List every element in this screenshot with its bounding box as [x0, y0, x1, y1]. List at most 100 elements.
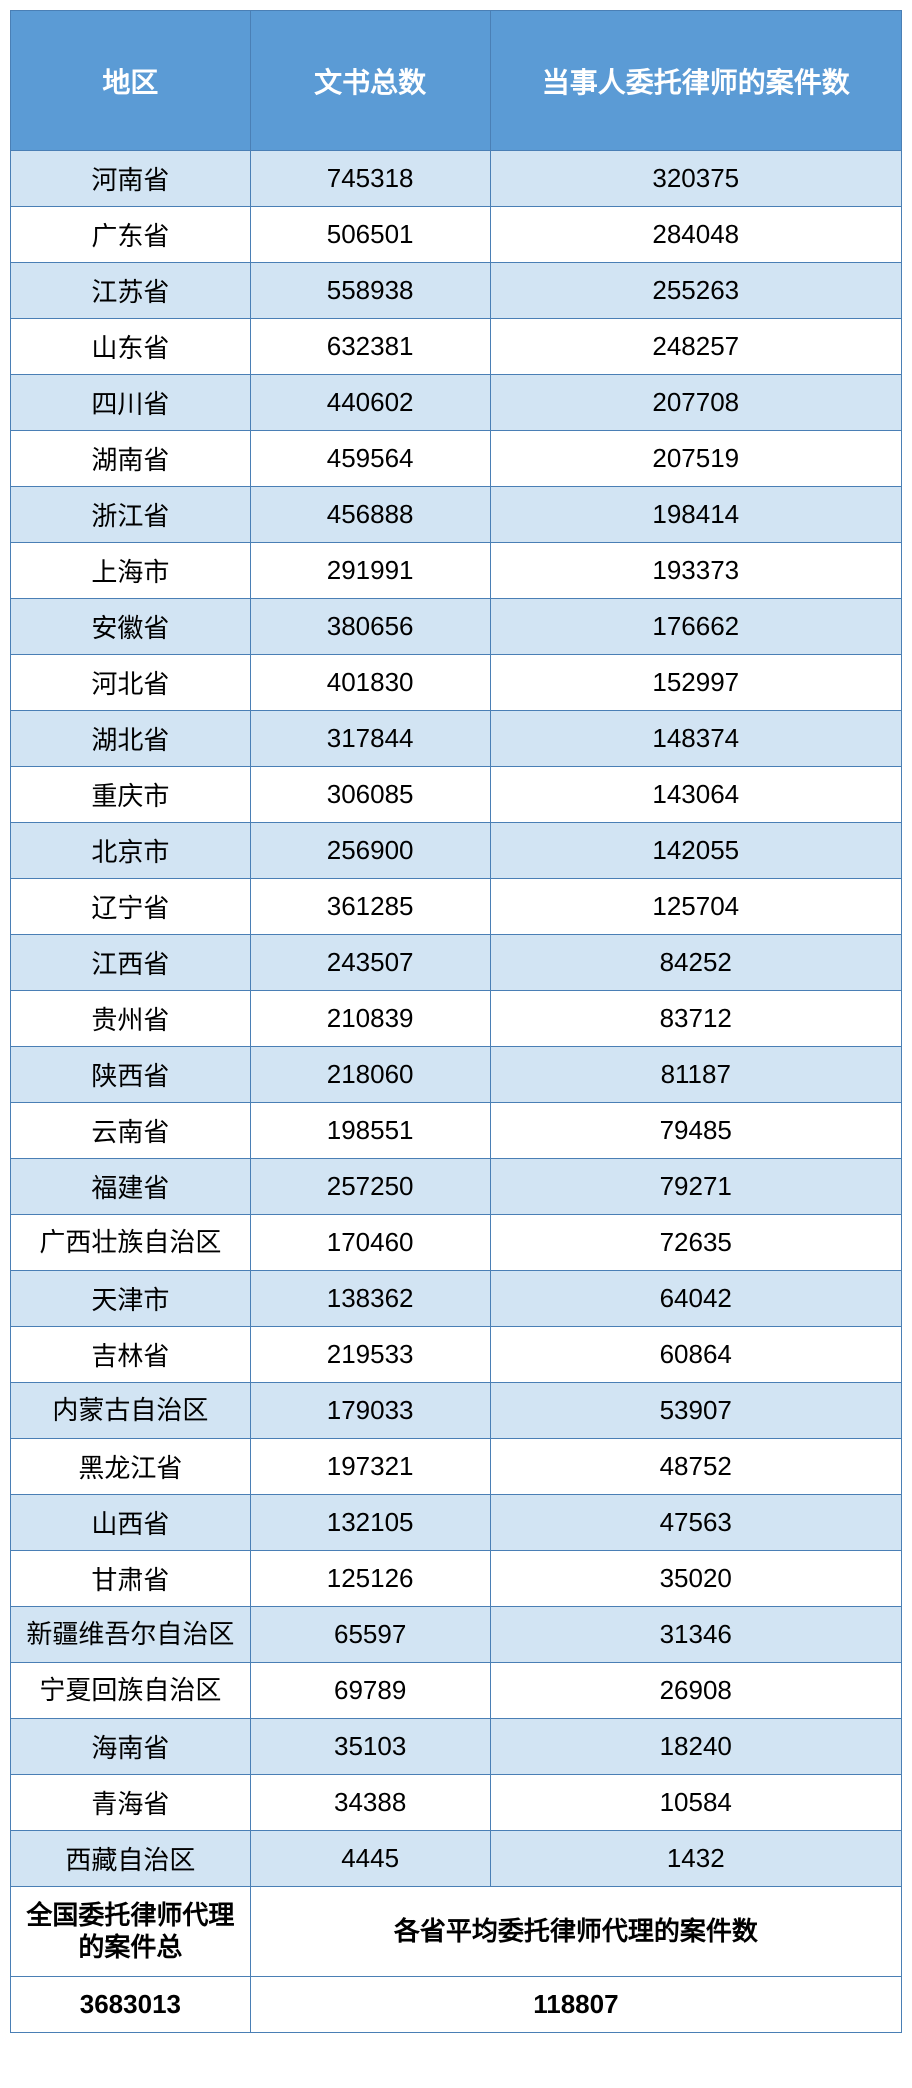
cell-cases: 83712 — [490, 991, 901, 1047]
cell-cases: 26908 — [490, 1663, 901, 1719]
cell-region: 广西壮族自治区 — [11, 1215, 251, 1271]
cell-cases: 193373 — [490, 543, 901, 599]
cell-region: 河南省 — [11, 151, 251, 207]
table-row: 新疆维吾尔自治区6559731346 — [11, 1607, 902, 1663]
cell-cases: 18240 — [490, 1719, 901, 1775]
cell-region: 四川省 — [11, 375, 251, 431]
cell-total: 632381 — [250, 319, 490, 375]
cell-total: 125126 — [250, 1551, 490, 1607]
cell-cases: 176662 — [490, 599, 901, 655]
cell-cases: 48752 — [490, 1439, 901, 1495]
data-table: 地区 文书总数 当事人委托律师的案件数 河南省745318320375广东省50… — [10, 10, 902, 2033]
footer-value-avg: 118807 — [250, 1977, 901, 2033]
table-row: 辽宁省361285125704 — [11, 879, 902, 935]
cell-region: 江苏省 — [11, 263, 251, 319]
cell-total: 558938 — [250, 263, 490, 319]
cell-cases: 284048 — [490, 207, 901, 263]
table-row: 山西省13210547563 — [11, 1495, 902, 1551]
cell-region: 湖北省 — [11, 711, 251, 767]
footer-value-total: 3683013 — [11, 1977, 251, 2033]
cell-cases: 64042 — [490, 1271, 901, 1327]
table-row: 四川省440602207708 — [11, 375, 902, 431]
table-row: 青海省3438810584 — [11, 1775, 902, 1831]
cell-total: 132105 — [250, 1495, 490, 1551]
cell-cases: 35020 — [490, 1551, 901, 1607]
cell-total: 34388 — [250, 1775, 490, 1831]
cell-total: 380656 — [250, 599, 490, 655]
cell-total: 306085 — [250, 767, 490, 823]
table-body: 河南省745318320375广东省506501284048江苏省5589382… — [11, 151, 902, 1887]
cell-region: 吉林省 — [11, 1327, 251, 1383]
table-row: 湖北省317844148374 — [11, 711, 902, 767]
table-row: 湖南省459564207519 — [11, 431, 902, 487]
cell-total: 35103 — [250, 1719, 490, 1775]
cell-region: 广东省 — [11, 207, 251, 263]
table-row: 海南省3510318240 — [11, 1719, 902, 1775]
cell-total: 256900 — [250, 823, 490, 879]
cell-cases: 60864 — [490, 1327, 901, 1383]
table-row: 黑龙江省19732148752 — [11, 1439, 902, 1495]
cell-region: 北京市 — [11, 823, 251, 879]
cell-total: 745318 — [250, 151, 490, 207]
cell-total: 138362 — [250, 1271, 490, 1327]
cell-region: 海南省 — [11, 1719, 251, 1775]
cell-cases: 255263 — [490, 263, 901, 319]
table-row: 河南省745318320375 — [11, 151, 902, 207]
table-row: 上海市291991193373 — [11, 543, 902, 599]
cell-cases: 143064 — [490, 767, 901, 823]
cell-cases: 248257 — [490, 319, 901, 375]
cell-total: 218060 — [250, 1047, 490, 1103]
cell-cases: 53907 — [490, 1383, 901, 1439]
cell-region: 陕西省 — [11, 1047, 251, 1103]
cell-region: 天津市 — [11, 1271, 251, 1327]
table-row: 安徽省380656176662 — [11, 599, 902, 655]
cell-total: 401830 — [250, 655, 490, 711]
cell-total: 440602 — [250, 375, 490, 431]
cell-total: 197321 — [250, 1439, 490, 1495]
cell-total: 170460 — [250, 1215, 490, 1271]
cell-region: 山西省 — [11, 1495, 251, 1551]
cell-total: 4445 — [250, 1831, 490, 1887]
cell-region: 青海省 — [11, 1775, 251, 1831]
cell-region: 甘肃省 — [11, 1551, 251, 1607]
table-row: 河北省401830152997 — [11, 655, 902, 711]
cell-total: 69789 — [250, 1663, 490, 1719]
table-row: 云南省19855179485 — [11, 1103, 902, 1159]
cell-cases: 72635 — [490, 1215, 901, 1271]
cell-cases: 79271 — [490, 1159, 901, 1215]
cell-total: 210839 — [250, 991, 490, 1047]
cell-total: 198551 — [250, 1103, 490, 1159]
table-row: 吉林省21953360864 — [11, 1327, 902, 1383]
table-row: 江苏省558938255263 — [11, 263, 902, 319]
cell-total: 243507 — [250, 935, 490, 991]
cell-total: 219533 — [250, 1327, 490, 1383]
table-row: 福建省25725079271 — [11, 1159, 902, 1215]
cell-cases: 207708 — [490, 375, 901, 431]
cell-region: 江西省 — [11, 935, 251, 991]
cell-cases: 10584 — [490, 1775, 901, 1831]
cell-region: 贵州省 — [11, 991, 251, 1047]
cell-cases: 31346 — [490, 1607, 901, 1663]
cell-region: 山东省 — [11, 319, 251, 375]
cell-cases: 207519 — [490, 431, 901, 487]
cell-region: 新疆维吾尔自治区 — [11, 1607, 251, 1663]
col-header-total: 文书总数 — [250, 11, 490, 151]
cell-region: 湖南省 — [11, 431, 251, 487]
cell-cases: 125704 — [490, 879, 901, 935]
cell-region: 云南省 — [11, 1103, 251, 1159]
cell-region: 河北省 — [11, 655, 251, 711]
table-row: 贵州省21083983712 — [11, 991, 902, 1047]
table-row: 广西壮族自治区17046072635 — [11, 1215, 902, 1271]
table-row: 重庆市306085143064 — [11, 767, 902, 823]
cell-total: 506501 — [250, 207, 490, 263]
cell-region: 安徽省 — [11, 599, 251, 655]
table-footer: 全国委托律师代理的案件总 各省平均委托律师代理的案件数 3683013 1188… — [11, 1887, 902, 2033]
cell-total: 65597 — [250, 1607, 490, 1663]
cell-region: 重庆市 — [11, 767, 251, 823]
footer-label-total: 全国委托律师代理的案件总 — [11, 1887, 251, 1977]
col-header-region: 地区 — [11, 11, 251, 151]
table-row: 甘肃省12512635020 — [11, 1551, 902, 1607]
cell-cases: 79485 — [490, 1103, 901, 1159]
table-row: 天津市13836264042 — [11, 1271, 902, 1327]
table-row: 江西省24350784252 — [11, 935, 902, 991]
